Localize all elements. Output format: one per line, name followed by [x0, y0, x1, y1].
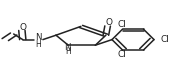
Text: N: N — [64, 43, 71, 52]
Text: Cl: Cl — [117, 50, 126, 59]
Text: Cl: Cl — [117, 20, 126, 29]
Text: N: N — [35, 33, 42, 42]
Text: H: H — [36, 40, 41, 48]
Text: O: O — [105, 18, 112, 27]
Text: Cl: Cl — [160, 35, 169, 44]
Text: O: O — [20, 23, 27, 32]
Text: H: H — [66, 47, 71, 56]
